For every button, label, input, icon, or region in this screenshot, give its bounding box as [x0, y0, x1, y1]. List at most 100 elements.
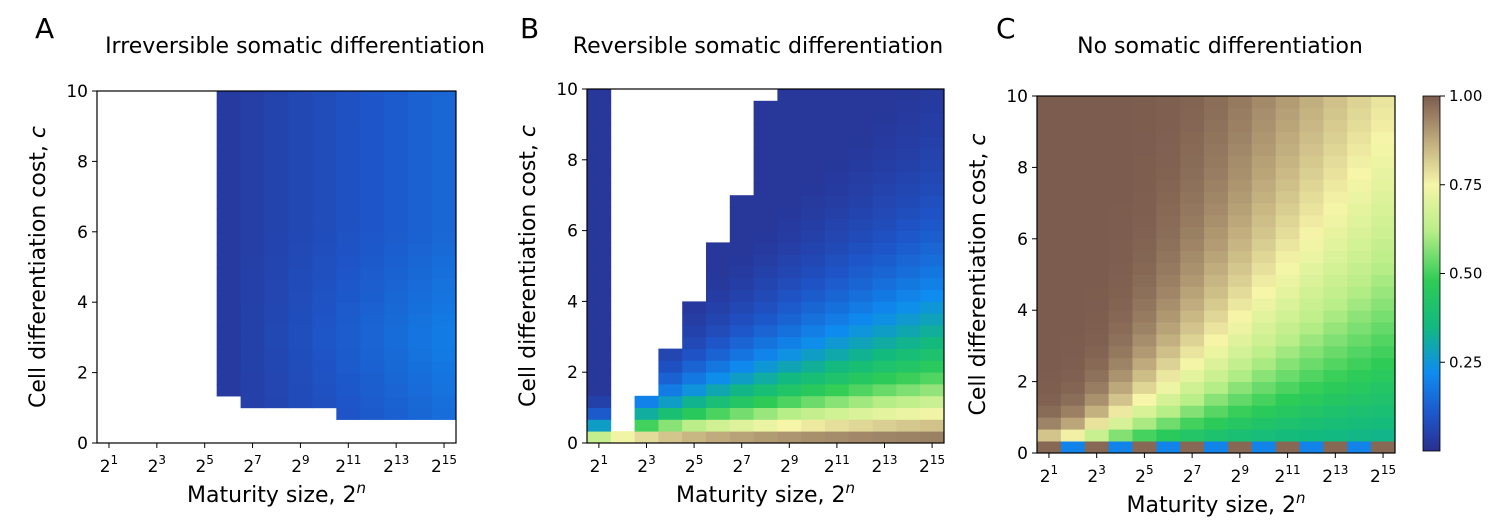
heatmap-cell [1275, 381, 1300, 394]
heatmap-cell [1108, 179, 1133, 192]
heatmap-cell [1347, 322, 1372, 335]
heatmap-cell [1132, 441, 1157, 454]
heatmap-cell [1347, 393, 1372, 406]
heatmap-cell [216, 384, 241, 397]
heatmap-cell [1371, 381, 1396, 394]
heatmap-cell [432, 396, 457, 409]
heatmap-cell [872, 159, 897, 172]
heatmap-cell [1037, 298, 1062, 311]
heatmap-cell [825, 325, 850, 338]
heatmap-cell [587, 336, 612, 349]
heatmap-cell [1371, 298, 1396, 311]
heatmap-cell [801, 301, 826, 314]
heatmap-cell [801, 407, 826, 420]
heatmap-cell [240, 196, 265, 209]
heatmap-cell [1299, 429, 1324, 442]
heatmap-cell [587, 360, 612, 373]
heatmap-cell [432, 126, 457, 139]
heatmap-cell [1371, 143, 1396, 156]
heatmap-cell [682, 348, 707, 361]
heatmap-cell [920, 112, 945, 125]
heatmap-cell [336, 243, 361, 256]
heatmap-cell [312, 161, 337, 174]
heatmap-cell [753, 348, 778, 361]
heatmap-cell [1108, 286, 1133, 299]
heatmap-cell [1060, 405, 1086, 418]
heatmap-cell [408, 407, 433, 420]
heatmap-cell [1371, 119, 1396, 133]
heatmap-cell [360, 137, 385, 151]
heatmap-cell [408, 313, 433, 327]
heatmap-cell [1060, 96, 1086, 109]
heatmap-cell [1299, 286, 1324, 299]
heatmap-cell [1204, 393, 1229, 406]
heatmap-cell [1204, 143, 1229, 156]
heatmap-cell [1299, 274, 1324, 287]
heatmap-cell [920, 313, 945, 326]
heatmap-cell [1275, 215, 1300, 228]
heatmap-cell [777, 230, 802, 243]
x-tick-label: 21 [100, 453, 118, 477]
heatmap-cell [848, 148, 873, 161]
heatmap-cell [240, 231, 265, 244]
heatmap-cell [1180, 393, 1205, 406]
heatmap-cell [384, 278, 409, 291]
heatmap-cell [384, 173, 409, 186]
heatmap-cell [216, 114, 241, 127]
heatmap-cell [658, 360, 683, 373]
heatmap-cell [1156, 238, 1181, 252]
heatmap-cell [1060, 143, 1086, 156]
heatmap-cell [825, 301, 850, 314]
heatmap-cell [216, 372, 241, 385]
heatmap-cell [1299, 238, 1324, 252]
heatmap-cell [1084, 286, 1109, 299]
heatmap-cell [1084, 393, 1109, 406]
y-axis-label: Cell differentiation cost, c [966, 133, 991, 415]
heatmap-cell [872, 218, 897, 231]
heatmap-cell [729, 372, 754, 385]
heatmap-cell [336, 184, 361, 197]
heatmap-cell [825, 372, 850, 385]
heatmap-cell [216, 313, 241, 327]
heatmap-cell [872, 372, 897, 385]
heatmap-cell [729, 360, 754, 373]
heatmap-cell [1156, 155, 1181, 168]
heatmap-cell [312, 337, 337, 350]
heatmap-cell [896, 348, 921, 361]
y-tick-label: 0 [77, 434, 88, 454]
heatmap-cell [1371, 167, 1396, 180]
heatmap-cell [920, 254, 945, 267]
x-tick-label: 23 [1087, 463, 1105, 487]
heatmap-cell [825, 207, 850, 220]
heatmap-cell [706, 289, 731, 302]
heatmap-cell [360, 290, 385, 303]
heatmap-cell [336, 267, 361, 280]
heatmap-cell [1060, 155, 1086, 168]
heatmap-cell [216, 278, 241, 291]
heatmap-cell [1227, 429, 1253, 442]
heatmap-cell [216, 137, 241, 151]
heatmap-cell [1227, 369, 1253, 382]
heatmap-cell [1371, 310, 1396, 323]
heatmap-cell [896, 313, 921, 326]
heatmap-cell [216, 208, 241, 221]
heatmap-cell [753, 431, 778, 444]
heatmap-cell [432, 173, 457, 186]
heatmap-cell [658, 431, 683, 444]
heatmap-cell [587, 171, 612, 184]
heatmap-cell [1227, 226, 1253, 240]
heatmap-cell [1371, 107, 1396, 121]
heatmap-cell [360, 102, 385, 115]
heatmap-cell [1084, 345, 1109, 359]
heatmap-cell [682, 325, 707, 338]
heatmap-cell [1227, 357, 1253, 371]
heatmap-cell [432, 231, 457, 244]
heatmap-cell [1037, 334, 1062, 347]
heatmap-cell [1227, 155, 1253, 168]
heatmap-cell [872, 207, 897, 220]
heatmap-cell [1132, 357, 1157, 371]
heatmap-cell [216, 349, 241, 362]
heatmap-cell [729, 407, 754, 420]
heatmap-cell [872, 266, 897, 279]
heatmap-cell [753, 242, 778, 255]
